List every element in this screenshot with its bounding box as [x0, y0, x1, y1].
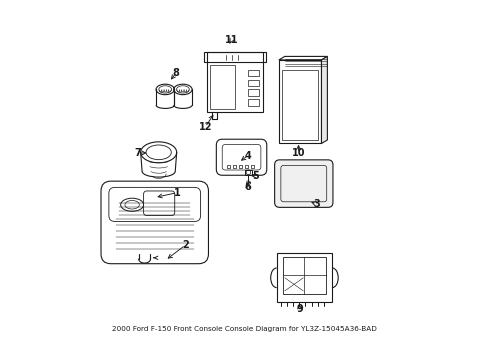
Text: 2: 2 — [182, 240, 188, 250]
FancyBboxPatch shape — [109, 187, 200, 221]
FancyBboxPatch shape — [101, 181, 208, 264]
Bar — [244, 170, 251, 175]
Bar — [239, 165, 242, 168]
Bar — [210, 65, 235, 109]
Bar — [226, 165, 230, 168]
Bar — [244, 165, 247, 168]
Polygon shape — [278, 57, 326, 60]
FancyBboxPatch shape — [274, 160, 332, 207]
Polygon shape — [321, 57, 326, 144]
Bar — [282, 70, 318, 140]
Text: 2000 Ford F-150 Front Console Console Diagram for YL3Z-15045A36-BAD: 2000 Ford F-150 Front Console Console Di… — [112, 326, 376, 332]
Text: 1: 1 — [174, 188, 181, 198]
Bar — [203, 52, 265, 62]
Bar — [247, 99, 259, 106]
Text: 7: 7 — [134, 148, 141, 158]
Bar — [206, 52, 262, 112]
Bar — [250, 165, 253, 168]
Text: 8: 8 — [172, 68, 179, 78]
Text: 5: 5 — [252, 171, 259, 181]
Bar — [247, 70, 259, 76]
FancyBboxPatch shape — [143, 191, 174, 216]
Text: 6: 6 — [244, 182, 251, 192]
FancyBboxPatch shape — [216, 139, 266, 175]
Text: 4: 4 — [244, 150, 251, 161]
Bar — [276, 253, 332, 302]
FancyBboxPatch shape — [222, 144, 260, 170]
Bar — [247, 89, 259, 96]
Text: 12: 12 — [198, 122, 211, 132]
Bar — [282, 256, 325, 294]
Text: 10: 10 — [291, 148, 305, 158]
Bar — [233, 165, 236, 168]
Text: 11: 11 — [224, 35, 238, 45]
Bar — [247, 80, 259, 86]
FancyBboxPatch shape — [280, 166, 326, 202]
Text: 3: 3 — [312, 199, 319, 209]
Text: 9: 9 — [296, 304, 302, 314]
Bar — [278, 60, 321, 144]
